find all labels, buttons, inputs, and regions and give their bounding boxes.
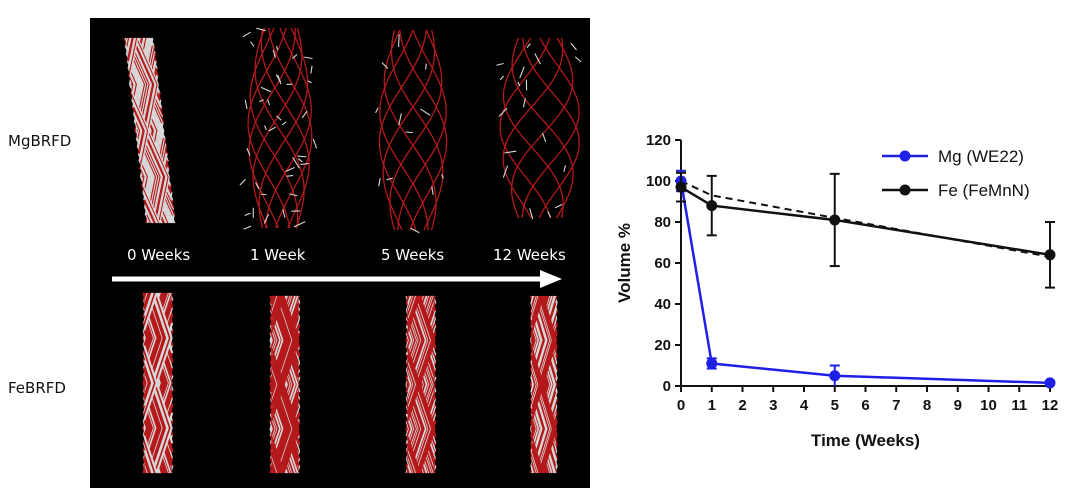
series-line-fe (680, 186, 1051, 257)
stent-fe-0-weeks (142, 292, 174, 474)
y-tick-label-120: 120 (646, 132, 671, 149)
y-tick-label-40: 40 (654, 296, 671, 313)
stent-mg-5-weeks (375, 29, 448, 234)
legend-marker-fe (899, 184, 911, 196)
x-tick-label-7: 7 (892, 397, 900, 414)
x-tick-label-6: 6 (861, 397, 869, 414)
data-point-fe-12 (1044, 249, 1056, 261)
x-tick-label-1: 1 (708, 397, 716, 414)
stent-image (112, 27, 582, 474)
legend-marker-mg (899, 150, 911, 162)
time-label-12-weeks: 12 Weeks (493, 246, 566, 264)
stent-fe-12-weeks (529, 295, 558, 474)
y-tick-label-80: 80 (654, 214, 671, 231)
stent-mg-1-week (239, 27, 318, 230)
time-label-1-week: 1 Week (250, 246, 306, 264)
data-point-mg-5 (829, 370, 841, 382)
time-label-0-weeks: 0 Weeks (127, 246, 191, 264)
data-point-mg-1 (706, 357, 718, 369)
x-tick-label-8: 8 (923, 397, 931, 414)
series-line-mg (679, 180, 1051, 385)
data-point-fe-1 (706, 200, 718, 212)
x-tick-label-0: 0 (677, 397, 685, 414)
x-tick-label-11: 11 (1011, 397, 1027, 414)
x-tick-label-12: 12 (1042, 397, 1059, 414)
x-tick-label-4: 4 (800, 397, 809, 414)
data-point-mg-12 (1044, 377, 1056, 389)
y-tick-label-60: 60 (654, 255, 671, 272)
stent-image-panel: 0 Weeks 1 Week 5 Weeks 12 Weeks (90, 18, 590, 488)
time-label-5-weeks: 5 Weeks (381, 246, 445, 264)
data-point-fe-0 (675, 181, 687, 193)
x-tick-label-10: 10 (980, 397, 997, 414)
timeline-arrow-head (540, 270, 562, 288)
y-tick-label-0: 0 (663, 378, 671, 395)
x-tick-label-2: 2 (738, 397, 746, 414)
legend-label-mg: Mg (WE22) (938, 147, 1024, 166)
y-tick-label-20: 20 (654, 337, 671, 354)
stent-fe-1-week (269, 295, 301, 474)
x-tick-label-3: 3 (769, 397, 777, 414)
row-label-fe: FeBRFD (8, 379, 66, 397)
legend-label-fe: Fe (FeMnN) (938, 181, 1030, 200)
x-tick-label-9: 9 (954, 397, 962, 414)
stent-fe-5-weeks (405, 295, 437, 474)
y-axis-label: Volume % (615, 223, 634, 303)
x-tick-label-5: 5 (831, 397, 839, 414)
row-label-mg: MgBRFD (8, 132, 72, 150)
stent-mg-12-weeks (496, 37, 582, 220)
data-point-fe-5 (829, 214, 841, 226)
stent-mg-0-weeks (123, 37, 176, 224)
x-axis-label: Time (Weeks) (811, 431, 920, 450)
y-tick-label-100: 100 (646, 173, 671, 190)
